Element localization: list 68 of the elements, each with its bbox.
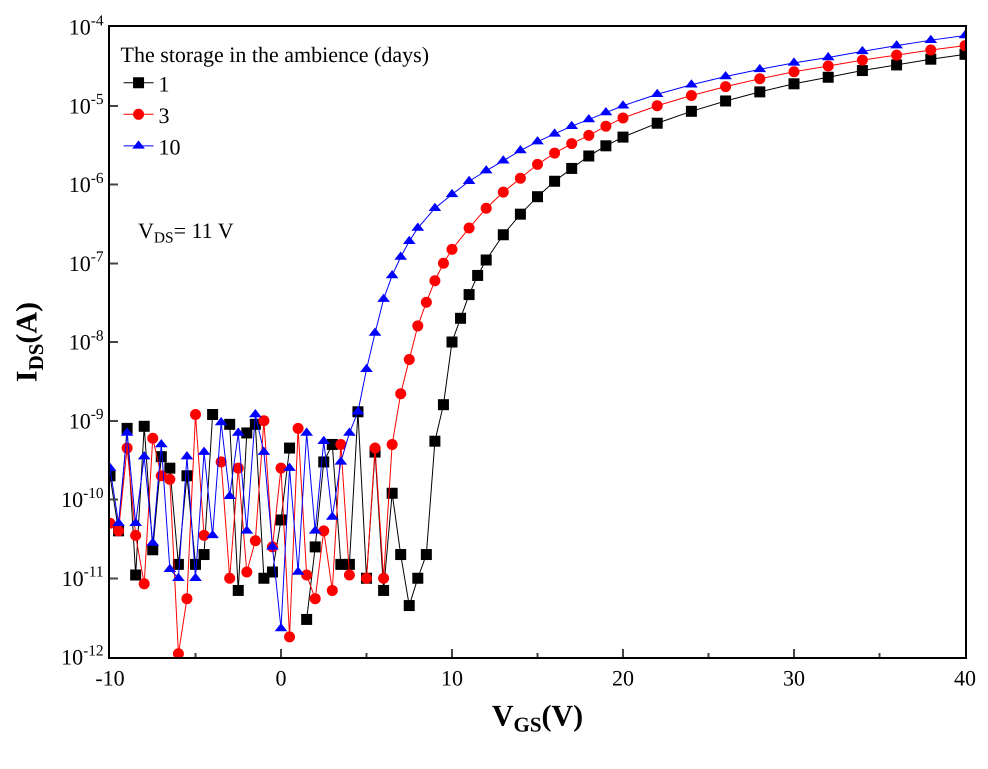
point bbox=[276, 462, 286, 474]
point bbox=[420, 296, 432, 308]
point bbox=[788, 66, 800, 78]
point bbox=[686, 90, 697, 101]
point bbox=[618, 112, 628, 124]
point bbox=[301, 569, 312, 580]
x-axis-title: V$_{GS}$(V) bbox=[492, 699, 584, 737]
point bbox=[164, 474, 176, 485]
point bbox=[284, 631, 296, 642]
y-tick-label: 10$^{-11}$ bbox=[62, 564, 104, 591]
point bbox=[190, 409, 201, 420]
point bbox=[318, 525, 330, 536]
point bbox=[404, 354, 415, 365]
y-tick-label: 10$^{-6}$ bbox=[68, 170, 104, 198]
x-tick-label: 0 bbox=[276, 665, 286, 690]
point bbox=[514, 172, 526, 184]
point bbox=[438, 258, 449, 269]
point bbox=[652, 100, 663, 112]
point bbox=[310, 593, 321, 604]
point bbox=[429, 275, 440, 286]
x-tick-label: 30 bbox=[783, 665, 805, 690]
point bbox=[378, 572, 390, 584]
point bbox=[532, 158, 543, 170]
y-tick-label: 10$^{-8}$ bbox=[68, 327, 104, 355]
x-tick-label: 10 bbox=[441, 665, 463, 690]
point bbox=[130, 530, 142, 541]
y-tick-label: 10$^{-10}$ bbox=[61, 484, 104, 512]
point bbox=[198, 530, 210, 541]
point bbox=[335, 438, 346, 450]
point bbox=[147, 432, 158, 444]
legend-label: 3 bbox=[158, 102, 170, 128]
point bbox=[891, 50, 902, 61]
point bbox=[480, 202, 492, 214]
point bbox=[412, 320, 424, 332]
point bbox=[566, 138, 578, 150]
point bbox=[138, 578, 150, 590]
point bbox=[224, 572, 236, 584]
point bbox=[498, 186, 509, 198]
point bbox=[395, 388, 406, 400]
point bbox=[600, 120, 612, 132]
x-tick-label: 20 bbox=[612, 665, 634, 690]
point bbox=[326, 584, 338, 596]
point bbox=[241, 566, 252, 578]
y-tick-label: 10$^{-9}$ bbox=[68, 406, 104, 434]
y-tick-label: 10$^{-7}$ bbox=[68, 248, 104, 276]
point bbox=[856, 54, 868, 66]
point bbox=[925, 44, 936, 56]
point bbox=[822, 60, 834, 72]
point bbox=[720, 81, 732, 92]
point bbox=[292, 422, 304, 434]
legend-label: 1 bbox=[158, 71, 170, 96]
legend-label: 10 bbox=[158, 134, 181, 160]
point bbox=[386, 438, 398, 450]
annotation: V$_{DS}$= 11 V bbox=[138, 218, 234, 247]
point bbox=[464, 222, 475, 234]
x-tick-label: 40 bbox=[954, 665, 976, 690]
point bbox=[549, 148, 560, 159]
point bbox=[754, 73, 766, 84]
point bbox=[181, 593, 192, 604]
point bbox=[370, 442, 381, 454]
point bbox=[344, 569, 355, 580]
point bbox=[446, 244, 458, 255]
point bbox=[258, 415, 270, 426]
point bbox=[583, 130, 594, 141]
y-tick-label: 10$^{-5}$ bbox=[68, 91, 104, 118]
point bbox=[250, 535, 261, 546]
legend-title: The storage in the ambience (days) bbox=[120, 42, 430, 67]
y-tick-label: 10$^{-4}$ bbox=[68, 12, 104, 40]
